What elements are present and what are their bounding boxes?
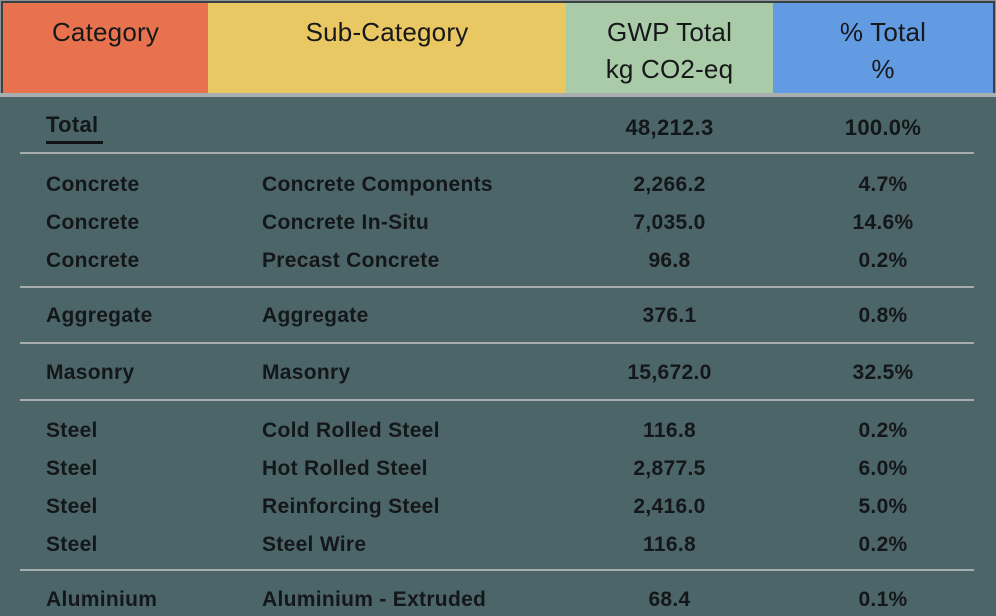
gwp-cell: 116.8: [643, 419, 696, 442]
table-row: Aluminium Aluminium - Extruded 68.4 0.1%: [3, 581, 996, 616]
group-steel: Steel Cold Rolled Steel 116.8 0.2% Steel…: [0, 401, 996, 569]
subcategory-cell: Concrete In-Situ: [262, 211, 429, 234]
category-cell: Concrete: [46, 173, 140, 196]
group-concrete: Concrete Concrete Components 2,266.2 4.7…: [0, 154, 996, 286]
pct-cell: 0.2%: [858, 419, 908, 442]
pct-cell: 14.6%: [852, 211, 914, 234]
header-underline: [0, 93, 996, 97]
row-divider: [20, 286, 974, 288]
gwp-cell: 7,035.0: [633, 211, 706, 234]
group-aggregate: Aggregate Aggregate 376.1 0.8%: [0, 288, 996, 342]
table-row: Steel Hot Rolled Steel 2,877.5 6.0%: [3, 450, 996, 488]
subcategory-cell: Precast Concrete: [262, 249, 440, 272]
table-row: Concrete Precast Concrete 96.8 0.2%: [3, 242, 996, 280]
table-row: Steel Steel Wire 116.8 0.2%: [3, 526, 996, 564]
table-row: Aggregate Aggregate 376.1 0.8%: [3, 297, 996, 335]
subcategory-cell: Hot Rolled Steel: [262, 457, 428, 480]
category-cell: Concrete: [46, 249, 140, 272]
column-header-pct-total-unit: %: [871, 54, 895, 84]
column-header-category: Category: [3, 3, 208, 93]
total-label: Total: [46, 112, 104, 144]
total-pct-value: 100.0%: [844, 115, 922, 140]
pct-cell: 32.5%: [852, 361, 914, 384]
pct-cell: 6.0%: [858, 457, 908, 480]
table-header-wrap: Category Sub-Category GWP Total kg CO2-e…: [0, 0, 996, 93]
column-header-gwp-total-unit: kg CO2-eq: [605, 54, 734, 84]
subcategory-cell: Steel Wire: [262, 533, 367, 556]
gwp-cell: 116.8: [643, 533, 696, 556]
column-header-pct-total-label: % Total: [839, 17, 927, 47]
table-header-row: Category Sub-Category GWP Total kg CO2-e…: [1, 1, 995, 93]
column-header-subcategory-label: Sub-Category: [305, 17, 469, 47]
subcategory-cell: Masonry: [262, 361, 351, 384]
category-cell: Aggregate: [46, 304, 153, 327]
group-masonry: Masonry Masonry 15,672.0 32.5%: [0, 344, 996, 399]
column-header-gwp-total: GWP Total kg CO2-eq: [566, 3, 773, 93]
pct-cell: 0.2%: [858, 249, 908, 272]
gwp-cell: 376.1: [642, 304, 697, 327]
category-cell: Steel: [46, 457, 98, 480]
subcategory-cell: Concrete Components: [262, 173, 493, 196]
row-divider: [20, 152, 974, 154]
group-aluminium: Aluminium Aluminium - Extruded 68.4 0.1%: [0, 571, 996, 616]
row-divider: [20, 569, 974, 571]
gwp-cell: 2,877.5: [633, 457, 706, 480]
subcategory-cell: Aluminium - Extruded: [262, 588, 487, 611]
pct-cell: 4.7%: [858, 173, 908, 196]
subcategory-cell: Reinforcing Steel: [262, 495, 440, 518]
gwp-cell: 68.4: [648, 588, 691, 611]
category-cell: Concrete: [46, 211, 140, 234]
row-divider: [20, 399, 974, 401]
subcategory-cell: Cold Rolled Steel: [262, 419, 440, 442]
category-cell: Steel: [46, 495, 98, 518]
column-header-pct-total: % Total %: [773, 3, 993, 93]
table-row-total: Total 48,212.3 100.0%: [3, 109, 996, 147]
category-cell: Masonry: [46, 361, 135, 384]
column-header-subcategory: Sub-Category: [208, 3, 566, 93]
gwp-cell: 2,266.2: [633, 173, 706, 196]
table-row: Masonry Masonry 15,672.0 32.5%: [3, 354, 996, 392]
pct-cell: 5.0%: [858, 495, 908, 518]
gwp-cell: 96.8: [648, 249, 691, 272]
total-label-cell: Total: [3, 112, 208, 144]
category-cell: Steel: [46, 419, 98, 442]
table-row: Steel Cold Rolled Steel 116.8 0.2%: [3, 412, 996, 450]
row-divider: [20, 342, 974, 344]
subcategory-cell: Aggregate: [262, 304, 369, 327]
table-row: Concrete Concrete In-Situ 7,035.0 14.6%: [3, 204, 996, 242]
category-cell: Aluminium: [46, 588, 158, 611]
group-total: Total 48,212.3 100.0%: [0, 97, 996, 152]
total-gwp-value: 48,212.3: [625, 115, 714, 140]
pct-cell: 0.2%: [858, 533, 908, 556]
column-header-gwp-total-label: GWP Total: [606, 17, 733, 47]
table-row: Concrete Concrete Components 2,266.2 4.7…: [3, 166, 996, 204]
table-row: Steel Reinforcing Steel 2,416.0 5.0%: [3, 488, 996, 526]
column-header-category-label: Category: [51, 17, 160, 47]
gwp-cell: 15,672.0: [627, 361, 712, 384]
pct-cell: 0.8%: [858, 304, 908, 327]
gwp-cell: 2,416.0: [633, 495, 706, 518]
category-cell: Steel: [46, 533, 98, 556]
pct-cell: 0.1%: [858, 588, 908, 611]
